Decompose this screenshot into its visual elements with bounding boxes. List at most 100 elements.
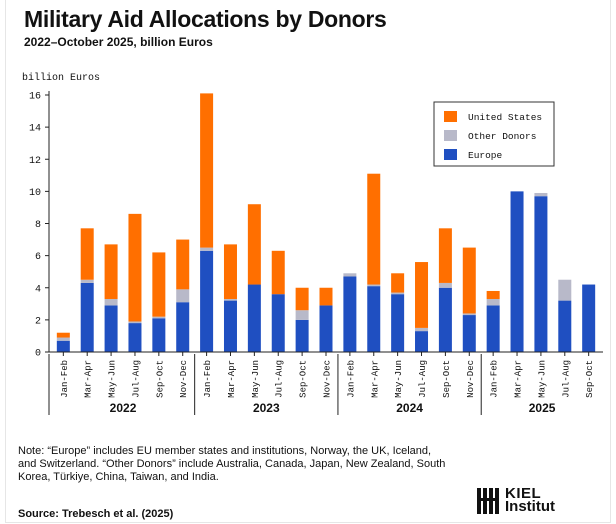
year-label: 2024 [396, 401, 423, 415]
bar-segment-europe [247, 284, 261, 352]
bar-segment-europe [176, 302, 190, 352]
bar-segment-other-donors [486, 298, 500, 306]
x-tick-label: Jul-Aug [418, 360, 428, 398]
bar-segment-europe [295, 319, 309, 352]
x-tick-label: Mar-Apr [514, 360, 524, 398]
x-tick-label: May-Jun [108, 360, 118, 398]
chart-svg: 0 2 4 6 8 10 12 14 16 Jan-Feb Mar-Apr May-Jun Jul-Au… [29, 91, 603, 415]
bar-segment-other-donors [56, 337, 70, 341]
bar-segment-europe [486, 305, 500, 352]
bar-segment-europe [80, 282, 94, 352]
bar-segment-europe [271, 294, 285, 352]
bar-segment-united-states [152, 252, 166, 317]
bar-segment-other-donors [343, 273, 357, 277]
x-tick-label: May-Jun [537, 360, 547, 398]
bar-segment-europe [367, 286, 381, 352]
bar-segment-other-donors [128, 321, 142, 324]
bar-segment-other-donors [200, 247, 214, 251]
bar-segment-united-states [247, 204, 261, 285]
chart-subtitle: 2022–October 2025, billion Euros [24, 35, 213, 49]
bar-segment-united-states [391, 273, 405, 293]
x-tick-label: Mar-Apr [84, 360, 94, 398]
x-tick-label: Jan-Feb [60, 360, 70, 398]
y-tick-label: 0 [35, 349, 41, 360]
x-tick-label: Mar-Apr [370, 360, 380, 398]
kiel-institut-logo: KIEL Institut [477, 486, 599, 516]
y-tick-label: 6 [35, 252, 41, 263]
bar-segment-other-donors [295, 310, 309, 320]
chart-note: Note: “Europe” includes EU member states… [18, 445, 446, 483]
bar-segment-europe [200, 250, 214, 352]
year-label: 2022 [110, 401, 137, 415]
y-tick-label: 14 [29, 124, 41, 135]
bar-segment-united-states [486, 290, 500, 299]
chart-title: Military Aid Allocations by Donors [24, 6, 387, 32]
bar-segment-united-states [80, 228, 94, 280]
bar-segment-united-states [56, 332, 70, 338]
x-tick-label: Nov-Dec [323, 360, 333, 398]
legend-swatch [444, 130, 457, 141]
bar-segment-united-states [200, 93, 214, 248]
bar-segment-united-states [176, 239, 190, 290]
bar-segment-europe [391, 294, 405, 352]
bar-segment-united-states [104, 244, 118, 299]
bar-segment-other-donors [438, 282, 452, 288]
bar-segment-europe [415, 331, 429, 352]
bar-segment-other-donors [80, 279, 94, 283]
y-tick-label: 16 [29, 92, 41, 103]
x-tick-label: May-Jun [394, 360, 404, 398]
y-tick-label: 2 [35, 316, 41, 327]
year-label: 2023 [253, 401, 280, 415]
x-tick-label: Jul-Aug [131, 360, 141, 398]
bar-segment-europe [343, 276, 357, 352]
bar-segment-united-states [438, 228, 452, 283]
bar-segment-europe [534, 196, 548, 352]
bar-segment-other-donors [367, 284, 381, 287]
bar-segment-united-states [319, 287, 333, 306]
logo-text-institut: Institut [505, 498, 555, 515]
bar-segment-other-donors [462, 313, 476, 316]
bar-segment-united-states [271, 250, 285, 295]
bar-segment-united-states [223, 244, 237, 299]
bar-segment-europe [152, 318, 166, 352]
bar-segment-united-states [128, 213, 142, 322]
bar-segment-europe [510, 191, 524, 352]
bar-segment-other-donors [223, 298, 237, 301]
x-tick-label: Jan-Feb [346, 360, 356, 398]
x-tick-label: Jul-Aug [275, 360, 285, 398]
year-label: 2025 [529, 401, 556, 415]
legend-swatch [444, 149, 457, 160]
bar-segment-europe [462, 315, 476, 352]
x-tick-label: Nov-Dec [179, 360, 189, 398]
bar-segment-other-donors [391, 292, 405, 295]
bar-segment-other-donors [152, 316, 166, 319]
x-tick-label: May-Jun [251, 360, 261, 398]
x-tick-label: Mar-Apr [227, 360, 237, 398]
bar-segment-other-donors [558, 279, 572, 301]
y-tick-label: 8 [35, 220, 41, 231]
logo-text-kiel: KIEL [505, 485, 542, 502]
bar-segment-europe [319, 305, 333, 352]
y-tick-label: 12 [29, 156, 41, 167]
bar-segment-united-states [415, 262, 429, 328]
bar-segment-united-states [295, 287, 309, 311]
x-tick-label: Sep-Oct [155, 360, 165, 398]
legend-label: Other Donors [468, 131, 536, 142]
bar-segment-europe [558, 300, 572, 352]
bar-segment-europe [56, 340, 70, 352]
x-tick-label: Jul-Aug [561, 360, 571, 398]
x-tick-label: Jan-Feb [490, 360, 500, 398]
legend-label: United States [468, 112, 542, 123]
x-tick-label: Sep-Oct [585, 360, 595, 398]
x-tick-label: Sep-Oct [299, 360, 309, 398]
legend-label: Europe [468, 150, 503, 161]
bar-segment-europe [104, 305, 118, 352]
x-tick-label: Sep-Oct [442, 360, 452, 398]
bar-segment-other-donors [534, 192, 548, 197]
legend-swatch [444, 111, 457, 122]
y-tick-label: 10 [29, 188, 41, 199]
y-tick-label: 4 [35, 284, 41, 295]
bar-segment-other-donors [104, 298, 118, 306]
x-tick-label: Jan-Feb [203, 360, 213, 398]
bar-segment-united-states [462, 247, 476, 314]
